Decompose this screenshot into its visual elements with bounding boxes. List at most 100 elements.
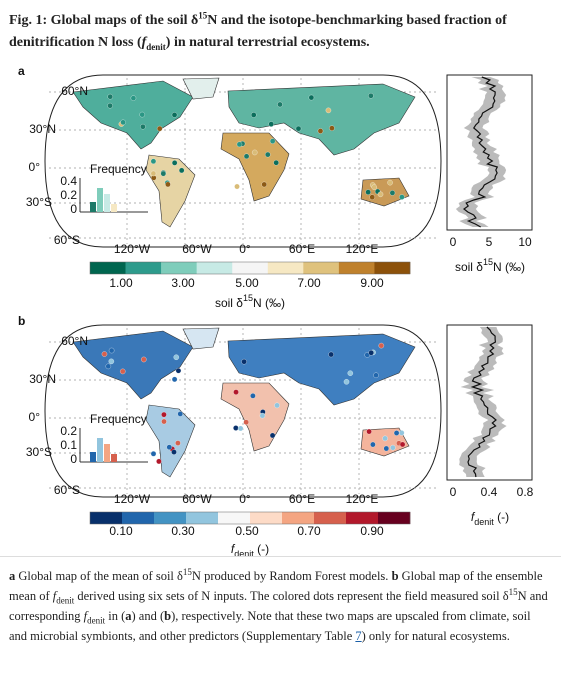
field-site <box>107 102 113 109</box>
field-site <box>171 160 178 166</box>
field-site <box>317 128 324 134</box>
field-site <box>378 342 385 349</box>
inset-tick-label: 0 <box>70 452 77 466</box>
colorbar-label: 1.00 <box>109 276 133 290</box>
field-site <box>261 181 267 188</box>
field-site <box>171 112 178 118</box>
inset-bar <box>111 204 117 212</box>
caption-bold: b <box>391 569 399 583</box>
caption-text: Global map of the mean of soil δ <box>15 569 183 583</box>
colorbar-label: 0.30 <box>171 524 195 538</box>
lat-label: 30°S <box>26 195 52 209</box>
field-site <box>343 379 350 385</box>
lon-label: 120°W <box>114 242 151 256</box>
lat-label: 60°N <box>61 334 88 348</box>
field-site <box>139 111 145 118</box>
colorbar-segment <box>161 262 197 274</box>
inset-tick-label: 0.2 <box>60 424 77 438</box>
label-part: f <box>471 510 476 524</box>
colorbar-segment <box>346 512 379 524</box>
label-part: (-) <box>494 510 509 524</box>
colorbar-segment <box>90 262 126 274</box>
lon-label: 120°E <box>346 242 379 256</box>
inset-title: Frequency <box>90 412 147 426</box>
label-part: denit <box>474 517 494 527</box>
field-site <box>141 356 147 363</box>
field-site <box>251 149 258 156</box>
colorbar-label: 0.10 <box>109 524 133 538</box>
continent <box>145 404 196 478</box>
caption-italic: f <box>52 589 57 603</box>
field-site <box>329 125 335 131</box>
inset-bar <box>111 454 117 462</box>
profile-line <box>463 76 499 228</box>
field-site <box>268 121 274 127</box>
field-site <box>177 411 183 417</box>
continent <box>220 132 290 202</box>
field-site <box>236 141 243 148</box>
title-sup: 15 <box>198 10 208 21</box>
inset-tick-label: 0.4 <box>60 174 77 188</box>
colorbar-segment <box>232 262 269 274</box>
caption-link[interactable]: 7 <box>355 629 362 643</box>
field-site <box>108 358 115 365</box>
field-site <box>243 153 250 160</box>
field-site <box>308 94 315 101</box>
profile-axis-label: fdenit (-) <box>471 510 509 527</box>
field-site <box>161 411 167 418</box>
lon-label: 0° <box>239 242 251 256</box>
caption-sub: denit <box>87 615 106 626</box>
field-site <box>370 441 376 448</box>
title-text: N and the isotope-benchmarking based fra… <box>9 13 507 50</box>
field-site <box>140 123 146 130</box>
field-site <box>150 451 157 457</box>
colorbar-segment <box>250 512 283 524</box>
colorbar-title: fdenit (-) <box>231 542 269 556</box>
colorbar-segment <box>378 512 411 524</box>
caption-text: N and corresponding <box>9 589 548 623</box>
figure: a 60°N 30°N 0° 30°S 60°S 120°W 60°W 0° 60°E 120°E F… <box>18 64 534 556</box>
continent <box>227 83 416 156</box>
colorbar-label: 0.70 <box>297 524 321 538</box>
field-site <box>390 444 396 451</box>
field-site <box>269 432 276 439</box>
colorbar-segment <box>125 262 162 274</box>
world-map <box>44 74 442 248</box>
profile-line <box>467 326 497 478</box>
field-site <box>377 191 384 198</box>
field-site <box>399 194 405 200</box>
caption-sub: denit <box>56 595 75 606</box>
field-site <box>274 402 280 409</box>
field-site <box>368 349 374 356</box>
field-site <box>369 194 375 200</box>
field-site <box>120 119 126 126</box>
field-site <box>165 181 171 188</box>
field-site <box>250 112 257 118</box>
caption-sup: 15 <box>182 566 192 577</box>
lon-label: 60°W <box>182 242 212 256</box>
colorbar-segment <box>122 512 155 524</box>
colorbar-segment <box>186 512 219 524</box>
field-site <box>171 376 178 383</box>
field-site <box>389 190 396 196</box>
field-site <box>150 170 157 177</box>
continent <box>182 77 220 100</box>
inset-bar <box>90 452 96 462</box>
field-site <box>383 445 390 452</box>
field-site <box>107 93 113 100</box>
field-site <box>166 444 173 450</box>
inset-bar <box>90 202 96 212</box>
panel-label: a <box>18 64 25 78</box>
field-site <box>156 125 163 132</box>
colorbar-segment <box>196 262 233 274</box>
field-site <box>105 363 112 370</box>
continent <box>72 80 194 150</box>
field-site <box>368 93 374 99</box>
colorbar-segment <box>314 512 347 524</box>
colorbar-segment <box>303 262 340 274</box>
lon-label: 120°W <box>114 492 151 506</box>
colorbar-title: soil δ15N (‰) <box>215 293 285 310</box>
lon-label: 0° <box>239 492 251 506</box>
inset-bar <box>104 194 110 212</box>
